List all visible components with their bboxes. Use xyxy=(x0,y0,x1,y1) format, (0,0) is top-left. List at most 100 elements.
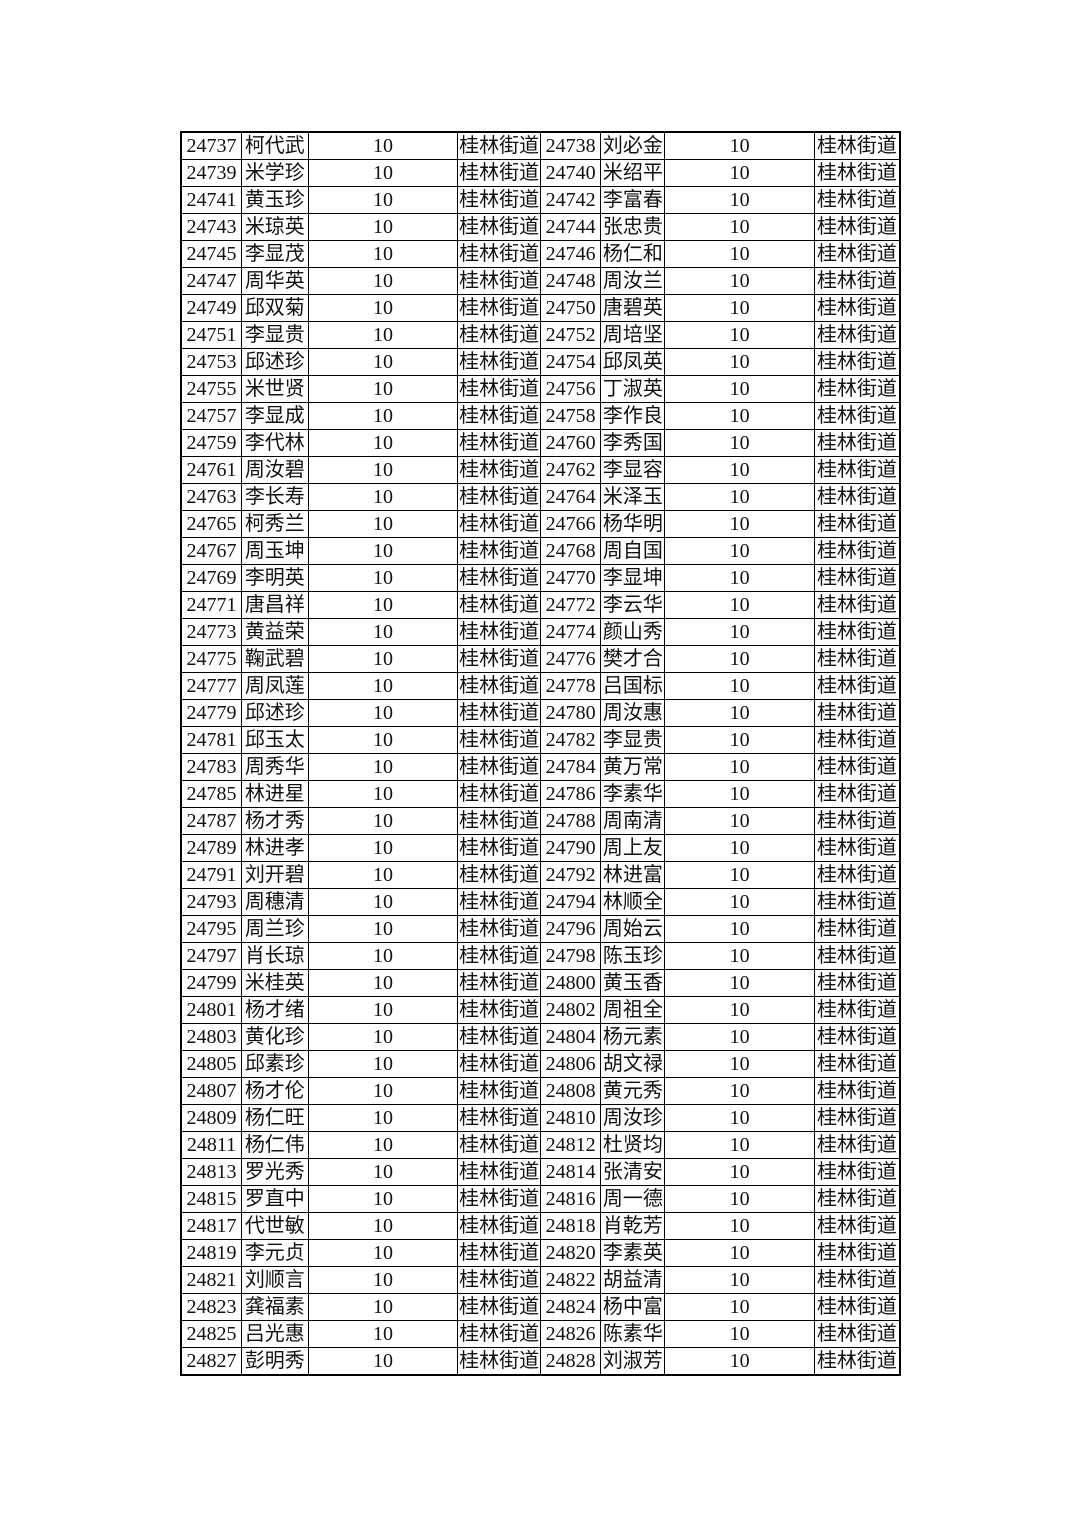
cell-value-left: 10 xyxy=(307,1266,459,1294)
cell-id-right: 24802 xyxy=(539,996,602,1024)
table-row: 24777 周凤莲 10 桂林街道 24778 吕国标 10 桂林街道 xyxy=(180,672,901,700)
table-row: 24791 刘开碧 10 桂林街道 24792 林进富 10 桂林街道 xyxy=(180,861,901,889)
cell-street-right: 桂林街道 xyxy=(813,1050,901,1078)
cell-street-left: 桂林街道 xyxy=(457,618,541,646)
cell-name-right: 李显贵 xyxy=(600,726,666,754)
cell-value-right: 10 xyxy=(664,375,815,403)
table-row: 24803 黄化珍 10 桂林街道 24804 杨元素 10 桂林街道 xyxy=(180,1023,901,1051)
cell-value-left: 10 xyxy=(307,807,459,835)
cell-id-left: 24801 xyxy=(180,996,242,1024)
cell-value-right: 10 xyxy=(664,807,815,835)
cell-value-left: 10 xyxy=(307,1212,459,1240)
cell-value-left: 10 xyxy=(307,1104,459,1132)
cell-value-left: 10 xyxy=(307,1239,459,1267)
cell-street-left: 桂林街道 xyxy=(457,375,541,403)
cell-value-right: 10 xyxy=(664,348,815,376)
cell-street-right: 桂林街道 xyxy=(813,618,901,646)
cell-value-right: 10 xyxy=(664,1212,815,1240)
cell-name-left: 邱素珍 xyxy=(240,1050,309,1078)
cell-value-left: 10 xyxy=(307,267,459,295)
table-row: 24751 李显贵 10 桂林街道 24752 周培坚 10 桂林街道 xyxy=(180,321,901,349)
cell-value-left: 10 xyxy=(307,1158,459,1186)
cell-id-right: 24796 xyxy=(539,915,602,943)
cell-value-right: 10 xyxy=(664,510,815,538)
roster-table-body: 24737 柯代武 10 桂林街道 24738 刘必金 10 桂林街道 24739 米学珍 10 桂林… xyxy=(180,131,901,1376)
cell-value-left: 10 xyxy=(307,618,459,646)
table-row: 24799 米桂英 10 桂林街道 24800 黄玉香 10 桂林街道 xyxy=(180,969,901,997)
cell-name-left: 柯代武 xyxy=(240,131,309,160)
cell-street-right: 桂林街道 xyxy=(813,321,901,349)
cell-street-left: 桂林街道 xyxy=(457,131,541,160)
cell-name-left: 李元贞 xyxy=(240,1239,309,1267)
cell-name-right: 周一德 xyxy=(600,1185,666,1213)
cell-id-left: 24811 xyxy=(180,1131,242,1159)
cell-id-left: 24783 xyxy=(180,753,242,781)
cell-id-right: 24766 xyxy=(539,510,602,538)
cell-street-right: 桂林街道 xyxy=(813,888,901,916)
cell-name-left: 周玉坤 xyxy=(240,537,309,565)
cell-value-right: 10 xyxy=(664,996,815,1024)
cell-street-left: 桂林街道 xyxy=(457,483,541,511)
cell-value-left: 10 xyxy=(307,942,459,970)
cell-name-left: 李显成 xyxy=(240,402,309,430)
cell-street-right: 桂林街道 xyxy=(813,159,901,187)
table-row: 24825 吕光惠 10 桂林街道 24826 陈素华 10 桂林街道 xyxy=(180,1320,901,1348)
cell-street-right: 桂林街道 xyxy=(813,429,901,457)
cell-id-right: 24754 xyxy=(539,348,602,376)
cell-value-left: 10 xyxy=(307,726,459,754)
cell-value-left: 10 xyxy=(307,753,459,781)
cell-value-right: 10 xyxy=(664,753,815,781)
cell-name-left: 李显茂 xyxy=(240,240,309,268)
cell-id-left: 24825 xyxy=(180,1320,242,1348)
cell-name-left: 周秀华 xyxy=(240,753,309,781)
cell-street-left: 桂林街道 xyxy=(457,294,541,322)
cell-id-left: 24807 xyxy=(180,1077,242,1105)
cell-name-left: 李显贵 xyxy=(240,321,309,349)
cell-name-left: 代世敏 xyxy=(240,1212,309,1240)
cell-name-left: 黄玉珍 xyxy=(240,186,309,214)
cell-name-left: 李长寿 xyxy=(240,483,309,511)
table-row: 24787 杨才秀 10 桂林街道 24788 周南清 10 桂林街道 xyxy=(180,807,901,835)
cell-street-left: 桂林街道 xyxy=(457,753,541,781)
cell-name-right: 刘淑芳 xyxy=(600,1347,666,1376)
cell-id-left: 24737 xyxy=(180,131,242,160)
cell-value-left: 10 xyxy=(307,1023,459,1051)
cell-value-right: 10 xyxy=(664,780,815,808)
cell-street-right: 桂林街道 xyxy=(813,753,901,781)
cell-id-right: 24788 xyxy=(539,807,602,835)
cell-id-left: 24747 xyxy=(180,267,242,295)
cell-value-left: 10 xyxy=(307,780,459,808)
cell-street-left: 桂林街道 xyxy=(457,942,541,970)
table-row: 24827 彭明秀 10 桂林街道 24828 刘淑芳 10 桂林街道 xyxy=(180,1347,901,1376)
table-row: 24789 林进孝 10 桂林街道 24790 周上友 10 桂林街道 xyxy=(180,834,901,862)
cell-id-right: 24812 xyxy=(539,1131,602,1159)
cell-name-left: 李明英 xyxy=(240,564,309,592)
cell-id-left: 24757 xyxy=(180,402,242,430)
cell-value-left: 10 xyxy=(307,186,459,214)
table-row: 24745 李显茂 10 桂林街道 24746 杨仁和 10 桂林街道 xyxy=(180,240,901,268)
table-row: 24767 周玉坤 10 桂林街道 24768 周自国 10 桂林街道 xyxy=(180,537,901,565)
cell-street-right: 桂林街道 xyxy=(813,1077,901,1105)
cell-value-left: 10 xyxy=(307,672,459,700)
cell-id-left: 24781 xyxy=(180,726,242,754)
cell-name-left: 周凤莲 xyxy=(240,672,309,700)
cell-id-right: 24742 xyxy=(539,186,602,214)
cell-name-left: 邱述珍 xyxy=(240,699,309,727)
cell-name-right: 黄万常 xyxy=(600,753,666,781)
cell-id-right: 24750 xyxy=(539,294,602,322)
cell-name-right: 樊才合 xyxy=(600,645,666,673)
cell-id-left: 24817 xyxy=(180,1212,242,1240)
cell-value-right: 10 xyxy=(664,483,815,511)
cell-value-right: 10 xyxy=(664,888,815,916)
cell-name-right: 杨华明 xyxy=(600,510,666,538)
cell-name-left: 周华英 xyxy=(240,267,309,295)
cell-street-right: 桂林街道 xyxy=(813,591,901,619)
cell-name-right: 丁淑英 xyxy=(600,375,666,403)
cell-id-right: 24744 xyxy=(539,213,602,241)
table-row: 24811 杨仁伟 10 桂林街道 24812 杜贤均 10 桂林街道 xyxy=(180,1131,901,1159)
cell-value-right: 10 xyxy=(664,672,815,700)
cell-name-left: 林进孝 xyxy=(240,834,309,862)
cell-street-right: 桂林街道 xyxy=(813,1104,901,1132)
cell-value-left: 10 xyxy=(307,159,459,187)
cell-id-left: 24821 xyxy=(180,1266,242,1294)
